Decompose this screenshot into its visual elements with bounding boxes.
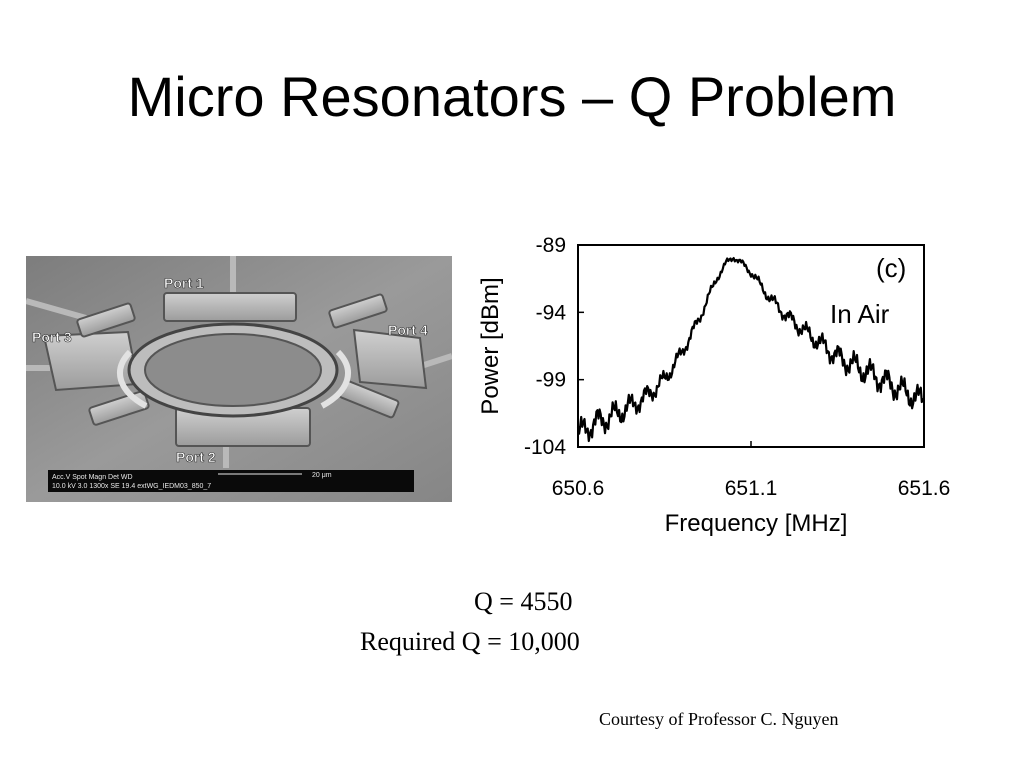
port-4-label: Port 4 <box>388 322 428 338</box>
port-2-label: Port 2 <box>176 449 216 465</box>
sem-micrograph: Port 1 Port 2 Port 3 Port 4 Acc.V Spot M… <box>26 256 452 502</box>
ring-resonator <box>117 322 351 418</box>
y-tick-label: -99 <box>536 369 566 392</box>
x-axis-label: Frequency [MHz] <box>665 510 848 537</box>
y-tick-label: -104 <box>524 436 566 459</box>
port-1-label: Port 1 <box>164 275 204 291</box>
frequency-response-chart: -89 -94 -99 -104 650.6 651.1 651.6 (c) In Air… <box>477 234 951 537</box>
scale-bar-label: 20 μm <box>312 472 332 479</box>
required-q-text: Required Q = 10,000 <box>360 627 580 656</box>
x-tick-label: 651.1 <box>725 477 778 500</box>
slide-title: Micro Resonators – Q Problem <box>127 65 897 128</box>
interconnect-lines <box>26 256 452 468</box>
y-axis-label: Power [dBm] <box>477 277 504 414</box>
y-tick-label: -89 <box>536 234 566 257</box>
image-credit: Courtesy of Professor C. Nguyen <box>599 709 839 729</box>
databar-row-1: Acc.V Spot Magn Det WD <box>52 474 133 481</box>
x-tick-label: 651.6 <box>898 477 951 500</box>
y-tick-label: -94 <box>536 301 567 324</box>
databar-row-2: 10.0 kV 3.0 1300x SE 19.4 extWG_IEDM03_8… <box>52 483 211 490</box>
x-tick-label: 650.6 <box>552 477 605 500</box>
panel-label: (c) <box>876 253 906 283</box>
power-spectrum-line <box>576 257 925 443</box>
measured-q-text: Q = 4550 <box>474 587 573 616</box>
in-air-annotation: In Air <box>830 299 890 329</box>
port-3-label: Port 3 <box>32 329 72 345</box>
sem-databar: Acc.V Spot Magn Det WD 10.0 kV 3.0 1300x… <box>48 470 414 492</box>
